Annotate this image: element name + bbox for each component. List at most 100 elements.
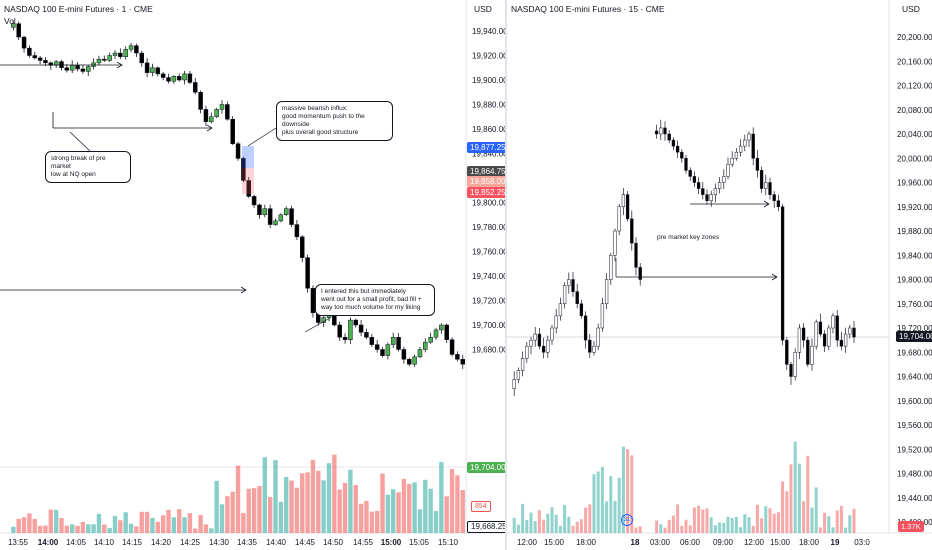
volume-bar	[613, 501, 617, 533]
time-tick-label: 14:45	[295, 538, 316, 547]
candle-down	[755, 158, 760, 171]
candle-down	[369, 337, 375, 345]
volume-bar	[697, 505, 701, 533]
candle-down	[759, 170, 764, 189]
price-tick-label: 19,860.00	[472, 125, 505, 134]
candle-up	[550, 327, 554, 341]
volume-bar	[278, 501, 284, 533]
annotation-bearish-influx[interactable]: massive bearish influx: good momentum pu…	[276, 101, 393, 141]
candle-up	[747, 133, 751, 141]
candle-down	[337, 324, 342, 338]
candle-down	[839, 339, 844, 347]
candle-up	[423, 341, 428, 350]
annotation-line: massive bearish influx:	[282, 105, 348, 112]
candle-down	[380, 349, 385, 356]
candle-up	[219, 104, 225, 110]
volume-indicator-label: Vol	[4, 16, 16, 26]
volume-bar	[521, 503, 525, 533]
candle-down	[21, 36, 27, 49]
candle-down	[75, 65, 80, 70]
volume-bar	[150, 517, 155, 533]
candle-up	[617, 206, 621, 232]
candle-down	[692, 176, 697, 183]
volume-bar	[37, 525, 43, 533]
calendar-icon[interactable]: 31	[621, 514, 633, 526]
volume-bar	[550, 507, 554, 533]
volume-bar	[734, 516, 738, 533]
candle-down	[449, 339, 455, 355]
candle-down	[801, 327, 806, 341]
candle-down	[187, 73, 193, 83]
candle-down	[251, 196, 257, 206]
candle-down	[768, 182, 772, 195]
time-tick-label: 12:00	[517, 538, 538, 547]
volume-bar	[630, 455, 634, 533]
volume-bar	[21, 517, 27, 533]
candle-up	[11, 23, 16, 28]
candle-up	[417, 349, 423, 358]
volume-bar	[332, 454, 337, 533]
candle-up	[738, 145, 743, 153]
price-tick-label: 20,040.00	[897, 130, 932, 139]
volume-bar	[638, 526, 642, 533]
volume-bar	[701, 509, 705, 533]
volume-bar	[139, 511, 144, 533]
time-tick-label: 19	[831, 538, 840, 547]
time-tick-label: 03:00	[650, 538, 671, 547]
price-tick-label: 19,800.00	[897, 276, 932, 285]
volume-bar	[730, 518, 734, 533]
volume-bar	[128, 523, 134, 533]
candle-down	[139, 52, 144, 64]
time-tick-label: 14:10	[94, 538, 115, 547]
candle-down	[537, 333, 542, 347]
callout-pointer	[247, 127, 277, 147]
price-tick-label: 19,960.00	[897, 179, 932, 188]
volume-bar	[743, 514, 747, 533]
candle-up	[171, 76, 177, 82]
annotation-line: strong break of pre market	[51, 155, 106, 170]
volume-bar	[588, 504, 592, 533]
volume-bar	[118, 520, 123, 533]
right-chart-canvas[interactable]: 20,200.00 20,160.00 20,120.00 20,080.00 20,0…	[507, 0, 932, 550]
volume-bar	[102, 524, 107, 533]
candle-up	[600, 303, 605, 329]
candle-down	[583, 315, 588, 341]
price-tick-label: 19,940.00	[472, 27, 505, 36]
volume-bar	[688, 525, 692, 533]
pane-divider[interactable]	[505, 0, 507, 550]
volume-bar	[11, 526, 16, 533]
volume-bar	[209, 528, 214, 533]
volume-bar	[563, 504, 567, 533]
candle-down	[701, 188, 705, 195]
volume-bar	[423, 479, 428, 533]
candle-up	[209, 116, 214, 122]
candle-down	[776, 200, 781, 207]
annotation-premarket-break[interactable]: strong break of pre market low at NQ ope…	[45, 151, 131, 183]
time-tick-label: 15:00	[770, 538, 791, 547]
annotation-entry-note[interactable]: I entered this but immediately went out …	[315, 284, 435, 316]
candle-up	[128, 45, 134, 50]
price-tick-label: 19,920.00	[472, 52, 505, 61]
volume-bar	[284, 476, 289, 533]
volume-bar	[267, 496, 273, 533]
candle-up	[659, 127, 663, 135]
time-tick-label: 14:05	[66, 538, 87, 547]
left-chart-pane[interactable]: NASDAQ 100 E-mini Futures · 1 · CME Vol …	[0, 0, 505, 550]
right-volume-label: 1.37K	[898, 521, 924, 532]
right-currency-label: USD	[902, 4, 920, 14]
right-chart-pane[interactable]: NASDAQ 100 E-mini Futures · 15 · CME USD…	[507, 0, 932, 550]
candle-down	[235, 143, 241, 159]
volume-bar	[342, 482, 348, 533]
candle-up	[123, 49, 128, 57]
candle-up	[433, 329, 439, 338]
volume-bar	[91, 524, 96, 533]
time-tick-label: 09:00	[713, 538, 734, 547]
premarket-zones-note: pre market key zones	[657, 234, 720, 241]
left-chart-canvas[interactable]: 19,940.00 19,920.00 19,900.00 19,880.00 19,8…	[0, 0, 505, 550]
price-tick-label: 19,440.00	[897, 494, 932, 503]
callout-pointer	[304, 317, 331, 333]
volume-bar	[460, 490, 465, 533]
candle-down	[27, 47, 32, 56]
price-tick-label: 20,000.00	[897, 154, 932, 163]
volume-bar	[831, 527, 835, 533]
